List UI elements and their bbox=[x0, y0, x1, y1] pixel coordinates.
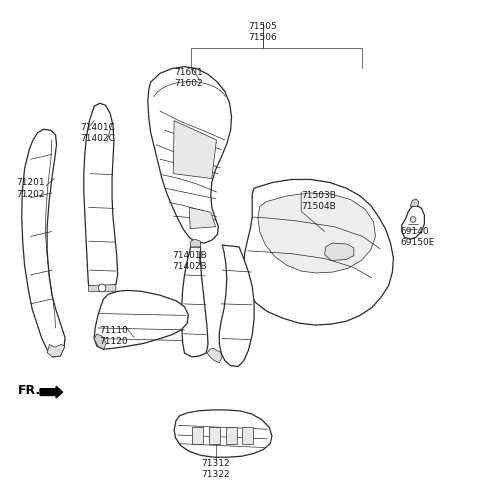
FancyArrow shape bbox=[40, 386, 63, 398]
Polygon shape bbox=[189, 208, 216, 229]
Polygon shape bbox=[324, 243, 354, 260]
Circle shape bbox=[410, 216, 416, 222]
Polygon shape bbox=[258, 193, 375, 273]
Text: FR.: FR. bbox=[18, 384, 41, 397]
Text: 71505
71506: 71505 71506 bbox=[248, 22, 277, 42]
Polygon shape bbox=[148, 66, 231, 243]
Text: 71503B
71504B: 71503B 71504B bbox=[301, 190, 336, 211]
Polygon shape bbox=[181, 247, 208, 357]
Bar bbox=[209, 427, 220, 444]
Text: 71601
71602: 71601 71602 bbox=[174, 67, 203, 88]
Polygon shape bbox=[94, 334, 107, 349]
Circle shape bbox=[98, 284, 106, 292]
Polygon shape bbox=[173, 121, 216, 179]
Text: 71312
71322: 71312 71322 bbox=[201, 459, 230, 479]
Polygon shape bbox=[207, 348, 222, 363]
Polygon shape bbox=[94, 290, 188, 349]
Text: 71110
71120: 71110 71120 bbox=[99, 326, 128, 346]
Polygon shape bbox=[402, 206, 424, 239]
Polygon shape bbox=[47, 344, 65, 357]
Bar bbox=[226, 427, 237, 444]
Bar bbox=[242, 427, 253, 444]
Polygon shape bbox=[219, 245, 254, 367]
Polygon shape bbox=[22, 129, 65, 357]
Text: 71201
71202: 71201 71202 bbox=[16, 179, 45, 199]
Polygon shape bbox=[410, 199, 419, 207]
Polygon shape bbox=[174, 410, 272, 457]
Polygon shape bbox=[88, 284, 116, 291]
Text: 69140
69150E: 69140 69150E bbox=[400, 227, 434, 247]
Text: 71401C
71402C: 71401C 71402C bbox=[80, 123, 115, 143]
Polygon shape bbox=[244, 180, 393, 325]
Polygon shape bbox=[84, 103, 118, 289]
Bar bbox=[192, 427, 204, 444]
Text: 71401B
71402B: 71401B 71402B bbox=[172, 251, 206, 271]
Polygon shape bbox=[191, 239, 201, 247]
